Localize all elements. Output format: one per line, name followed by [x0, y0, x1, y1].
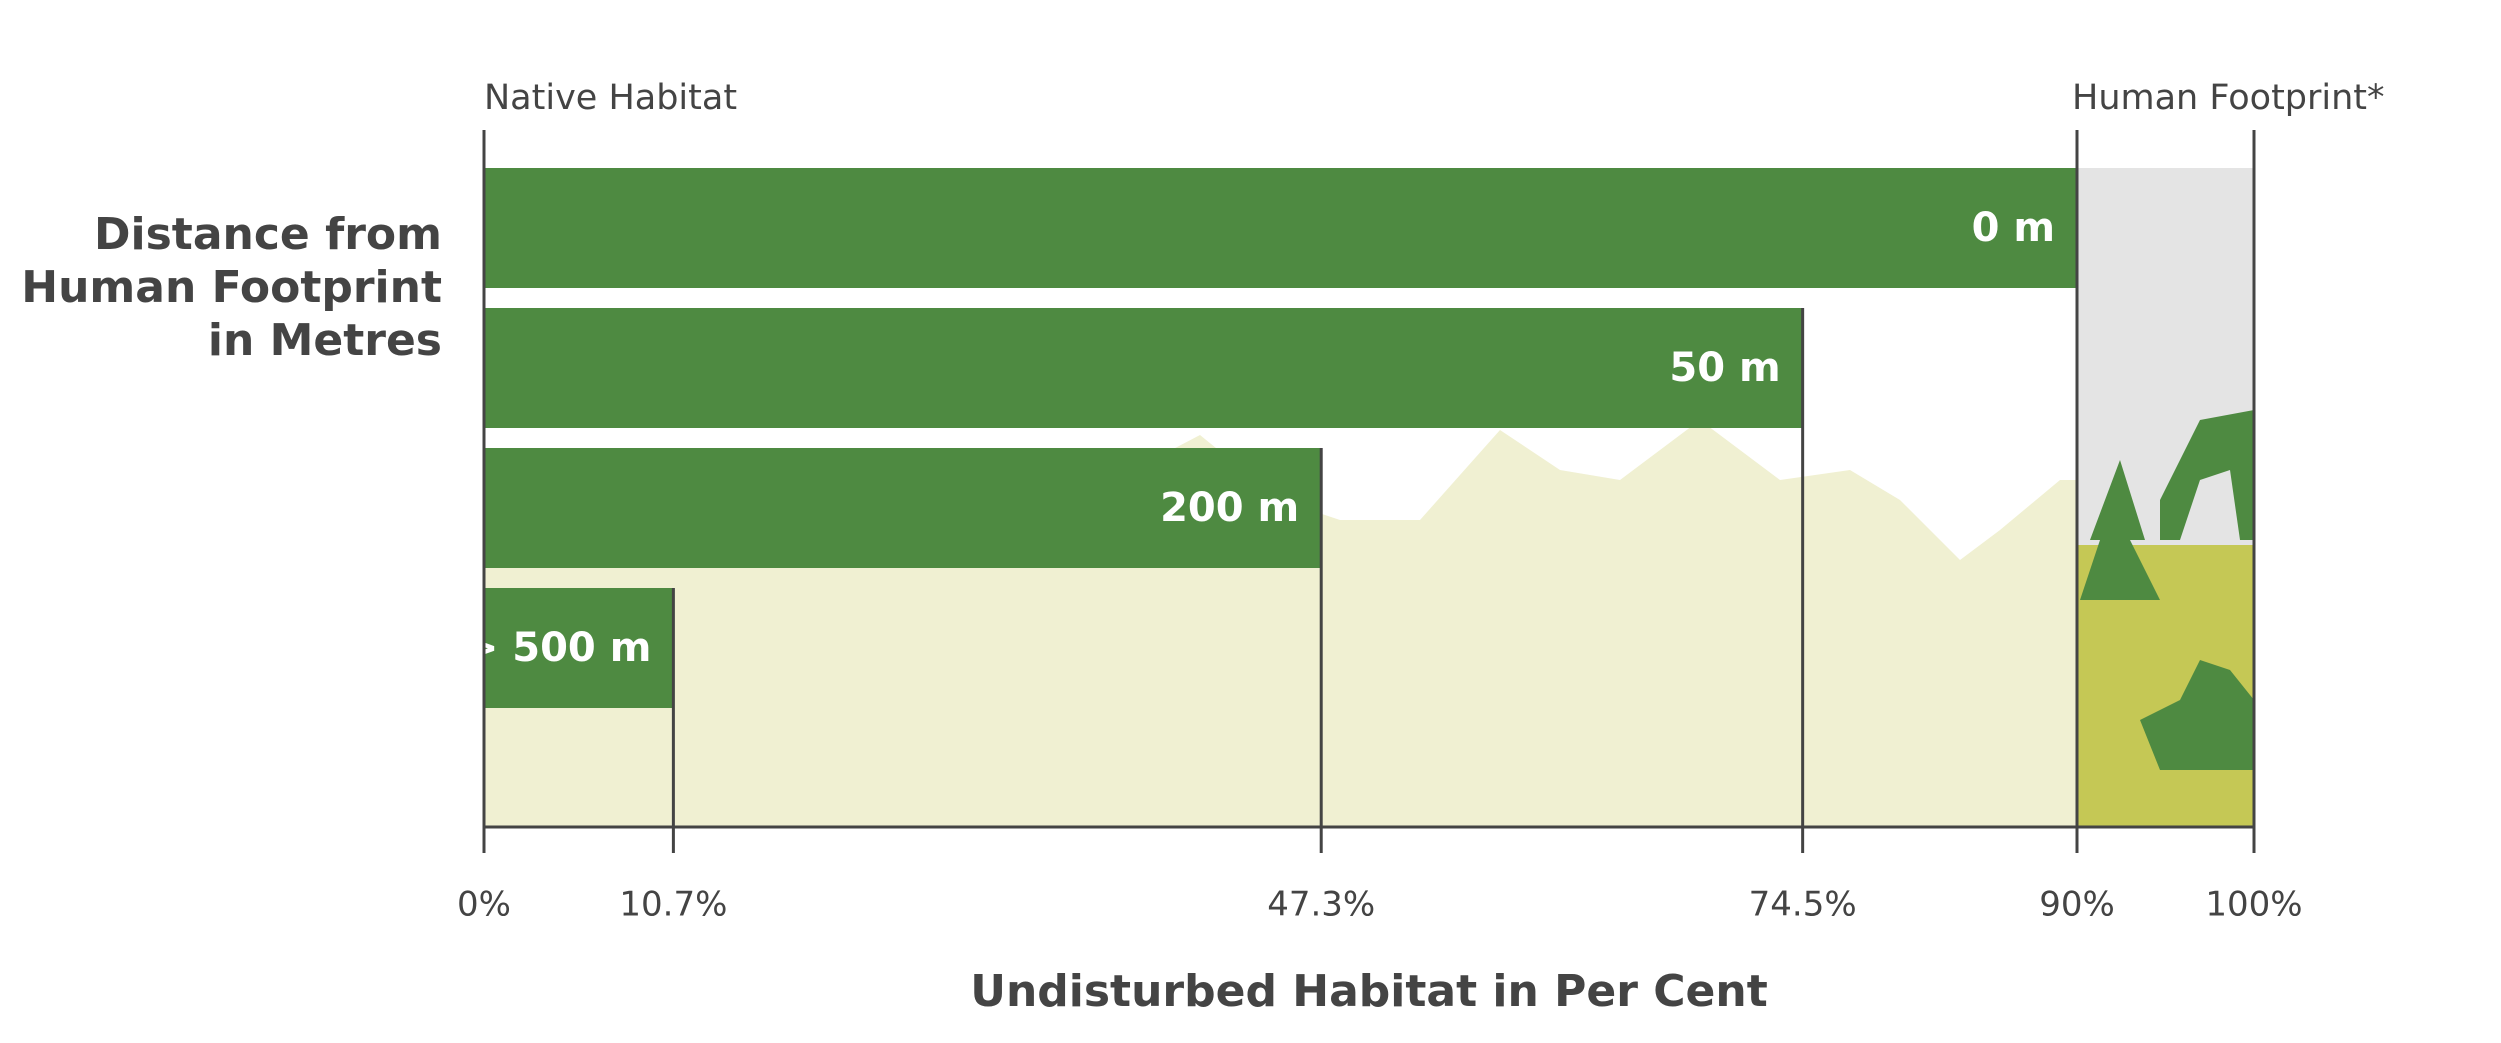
- x-tick-label: 90%: [2039, 885, 2115, 925]
- y-title: Distance from: [94, 209, 442, 260]
- x-tick-label: 74.5%: [1749, 885, 1857, 925]
- bar-label: > 500 m: [465, 625, 652, 671]
- x-tick-label: 10.7%: [619, 885, 727, 925]
- x-title: Undisturbed Habitat in Per Cent: [970, 966, 1768, 1017]
- bar: [484, 448, 1322, 568]
- bar: [484, 168, 2077, 288]
- y-title: in Metres: [208, 315, 442, 366]
- bar: [484, 588, 674, 708]
- x-tick-label: 0%: [457, 885, 511, 925]
- x-tick-label: 47.3%: [1267, 885, 1375, 925]
- bar-label: 50 m: [1669, 345, 1780, 391]
- bar-label: 0 m: [1972, 205, 2055, 251]
- left-label: Native Habitat: [484, 78, 737, 118]
- x-tick-label: 100%: [2205, 885, 2302, 925]
- bar: [484, 308, 1803, 428]
- y-title: Human Footprint: [21, 262, 442, 313]
- right-label: Human Footprint*: [2072, 78, 2385, 118]
- bar-label: 200 m: [1160, 485, 1299, 531]
